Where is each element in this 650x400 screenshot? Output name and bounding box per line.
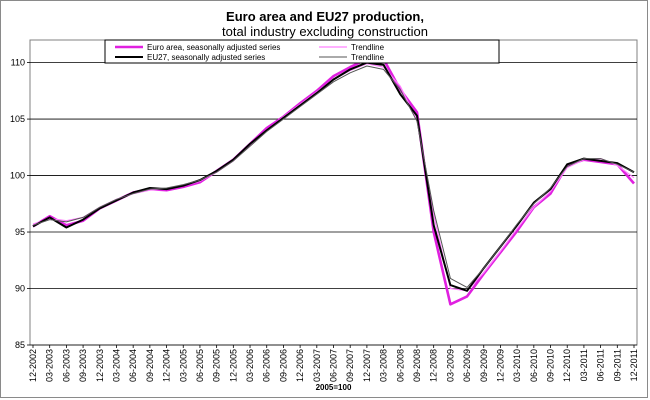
x-tick-label: 09-2006 [278,349,288,382]
x-tick-label: 09-2007 [345,349,355,382]
legend-label: Trendline [351,43,385,52]
legend-box [104,39,500,64]
x-tick-label: 12-2011 [629,349,639,381]
x-tick-label: 03-2003 [45,349,55,382]
x-tick-label: 03-2008 [379,349,389,382]
x-tick-label: 09-2004 [145,349,155,382]
legend-label: Trendline [351,53,385,62]
x-tick-label: 12-2009 [495,349,505,382]
legend-label: EU27, seasonally adjusted series [147,53,265,62]
x-tick-label: 06-2006 [262,349,272,382]
x-tick-label: 12-2010 [562,349,572,382]
x-tick-label: 09-2009 [479,349,489,382]
x-tick-label: 06-2007 [329,349,339,382]
y-tick-label: 90 [15,284,25,294]
legend-label: Euro area, seasonally adjusted series [147,43,280,52]
x-tick-label: 09-2003 [78,349,88,382]
x-tick-label: 03-2011 [579,349,589,381]
x-tick-label: 09-2010 [546,349,556,382]
x-axis-label: 2005=100 [316,383,352,392]
chart-title: Euro area and EU27 production, [226,9,424,24]
x-tick-label: 12-2004 [162,349,172,382]
x-tick-label: 06-2010 [529,349,539,382]
y-tick-label: 110 [11,58,25,68]
x-tick-label: 03-2004 [111,349,121,382]
series-line-2 [32,61,635,292]
series-line-3 [32,65,635,288]
x-tick-label: 12-2006 [295,349,305,382]
x-tick-label: 12-2003 [95,349,105,382]
x-tick-label: 06-2004 [128,349,138,382]
chart-subtitle: total industry excluding construction [222,24,428,39]
x-tick-label: 09-2005 [212,349,222,382]
x-tick-label: 06-2009 [462,349,472,382]
x-tick-label: 12-2002 [28,349,38,382]
x-tick-label: 03-2007 [312,349,322,382]
x-tick-label: 09-2008 [412,349,422,382]
x-tick-label: 12-2005 [228,349,238,382]
x-tick-label: 03-2006 [245,349,255,382]
x-tick-label: 03-2009 [445,349,455,382]
x-tick-label: 03-2010 [512,349,522,382]
y-tick-label: 95 [15,227,25,237]
y-tick-label: 85 [15,340,25,350]
y-tick-label: 105 [10,114,25,124]
x-tick-label: 06-2008 [395,349,405,382]
x-tick-label: 12-2007 [362,349,372,382]
x-tick-label: 06-2005 [195,349,205,382]
y-tick-label: 100 [10,171,25,181]
x-tick-label: 03-2005 [178,349,188,382]
x-tick-label: 06-2011 [596,349,606,381]
x-tick-label: 06-2003 [61,349,71,382]
x-tick-label: 12-2008 [429,349,439,382]
x-tick-label: 09-2011 [612,349,622,381]
